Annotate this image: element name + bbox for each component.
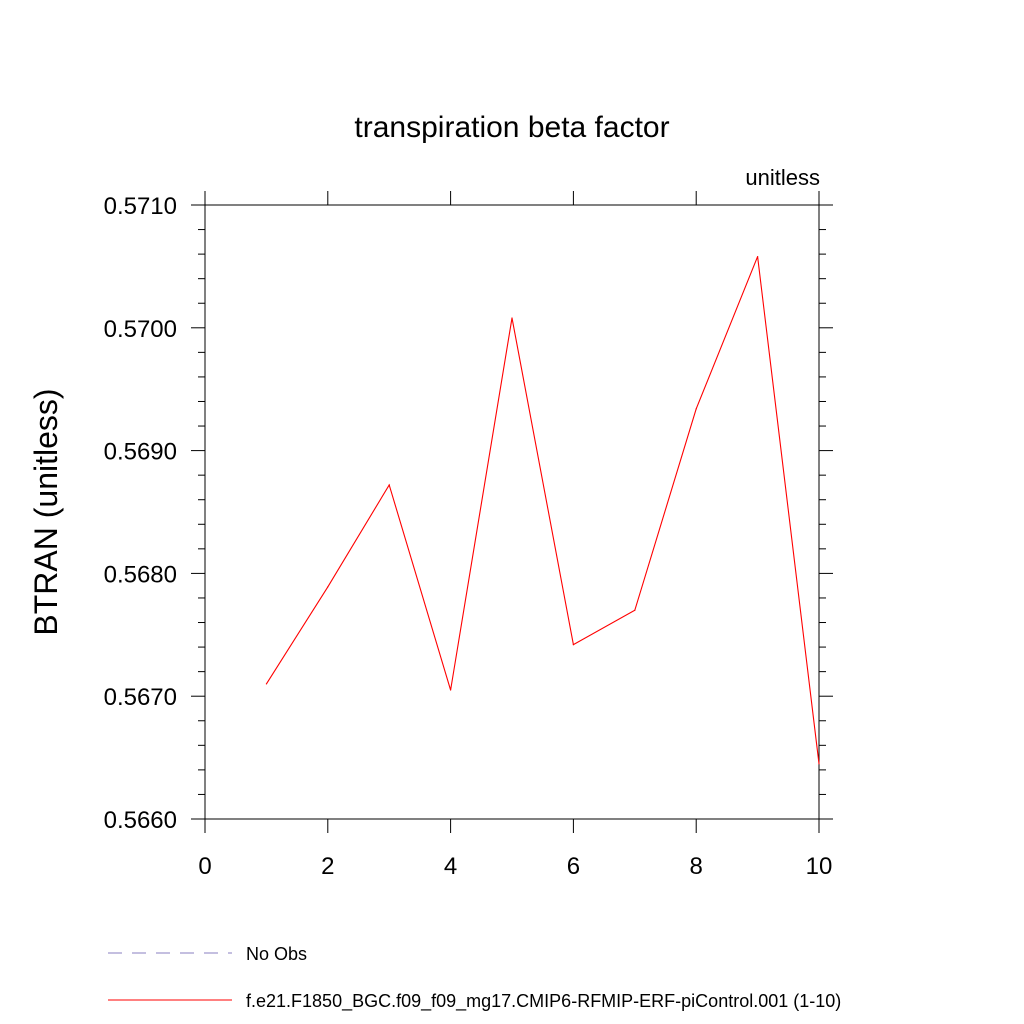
data-point xyxy=(388,484,390,486)
data-point xyxy=(511,317,513,319)
data-point xyxy=(265,683,267,685)
plot-frame xyxy=(204,204,820,820)
legend: No Obs f.e21.F1850_BGC.f09_f09_mg17.CMIP6… xyxy=(108,944,841,1012)
data-point xyxy=(634,609,636,611)
series-line-1 xyxy=(265,256,820,764)
y-tick-label: 0.5700 xyxy=(104,316,177,343)
y-axis-label: BTRAN (unitless) xyxy=(28,388,64,635)
series-layer xyxy=(265,255,820,765)
legend-label-1: f.e21.F1850_BGC.f09_f09_mg17.CMIP6-RFMIP… xyxy=(246,991,841,1012)
y-tick-label: 0.5660 xyxy=(104,807,177,834)
x-tick-label: 10 xyxy=(806,853,833,880)
ticks-layer: 0 2 4 6 8 10 0.5660 0.5670 0.5680 0.5690 0.5700 0.5… xyxy=(104,191,833,880)
y-tick-label: 0.5710 xyxy=(104,193,177,220)
units-label: unitless xyxy=(745,165,820,190)
legend-label-0: No Obs xyxy=(246,944,307,964)
y-tick-label: 0.5670 xyxy=(104,684,177,711)
x-tick-label: 6 xyxy=(567,853,580,880)
y-tick-label: 0.5690 xyxy=(104,439,177,466)
x-tick-label: 2 xyxy=(321,853,334,880)
data-point xyxy=(450,689,452,691)
data-point xyxy=(327,586,329,588)
data-point xyxy=(757,255,759,258)
chart-title: transpiration beta factor xyxy=(354,111,669,144)
data-point xyxy=(572,644,575,646)
data-point xyxy=(695,408,697,410)
x-tick-label: 0 xyxy=(198,853,211,880)
data-point xyxy=(818,763,820,765)
y-tick-label: 0.5680 xyxy=(104,561,177,588)
x-tick-label: 8 xyxy=(690,853,703,880)
x-tick-label: 4 xyxy=(444,853,457,880)
